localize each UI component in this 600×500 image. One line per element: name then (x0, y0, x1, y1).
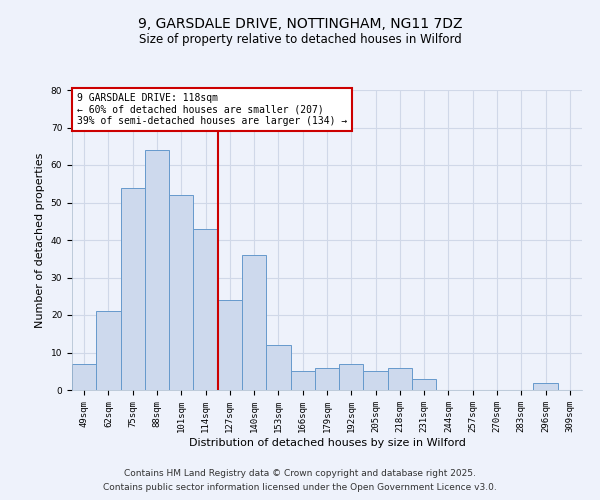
Bar (412, 379, 436, 390)
Bar (121, 188, 145, 390)
Bar (364, 371, 388, 390)
Bar (533, 382, 558, 390)
Bar (315, 368, 339, 390)
Text: Contains public sector information licensed under the Open Government Licence v3: Contains public sector information licen… (103, 484, 497, 492)
Text: Size of property relative to detached houses in Wilford: Size of property relative to detached ho… (139, 32, 461, 46)
Bar (193, 229, 218, 390)
Bar (169, 195, 193, 390)
Bar (266, 345, 290, 390)
Text: 9, GARSDALE DRIVE, NOTTINGHAM, NG11 7DZ: 9, GARSDALE DRIVE, NOTTINGHAM, NG11 7DZ (138, 18, 462, 32)
Text: Contains HM Land Registry data © Crown copyright and database right 2025.: Contains HM Land Registry data © Crown c… (124, 468, 476, 477)
Bar (339, 364, 364, 390)
Bar (145, 150, 169, 390)
Y-axis label: Number of detached properties: Number of detached properties (35, 152, 45, 328)
Bar (72, 364, 96, 390)
Bar (218, 300, 242, 390)
Bar (388, 368, 412, 390)
Bar (96, 311, 121, 390)
X-axis label: Distribution of detached houses by size in Wilford: Distribution of detached houses by size … (188, 438, 466, 448)
Bar (290, 371, 315, 390)
Text: 9 GARSDALE DRIVE: 118sqm
← 60% of detached houses are smaller (207)
39% of semi-: 9 GARSDALE DRIVE: 118sqm ← 60% of detach… (77, 93, 347, 126)
Bar (242, 255, 266, 390)
